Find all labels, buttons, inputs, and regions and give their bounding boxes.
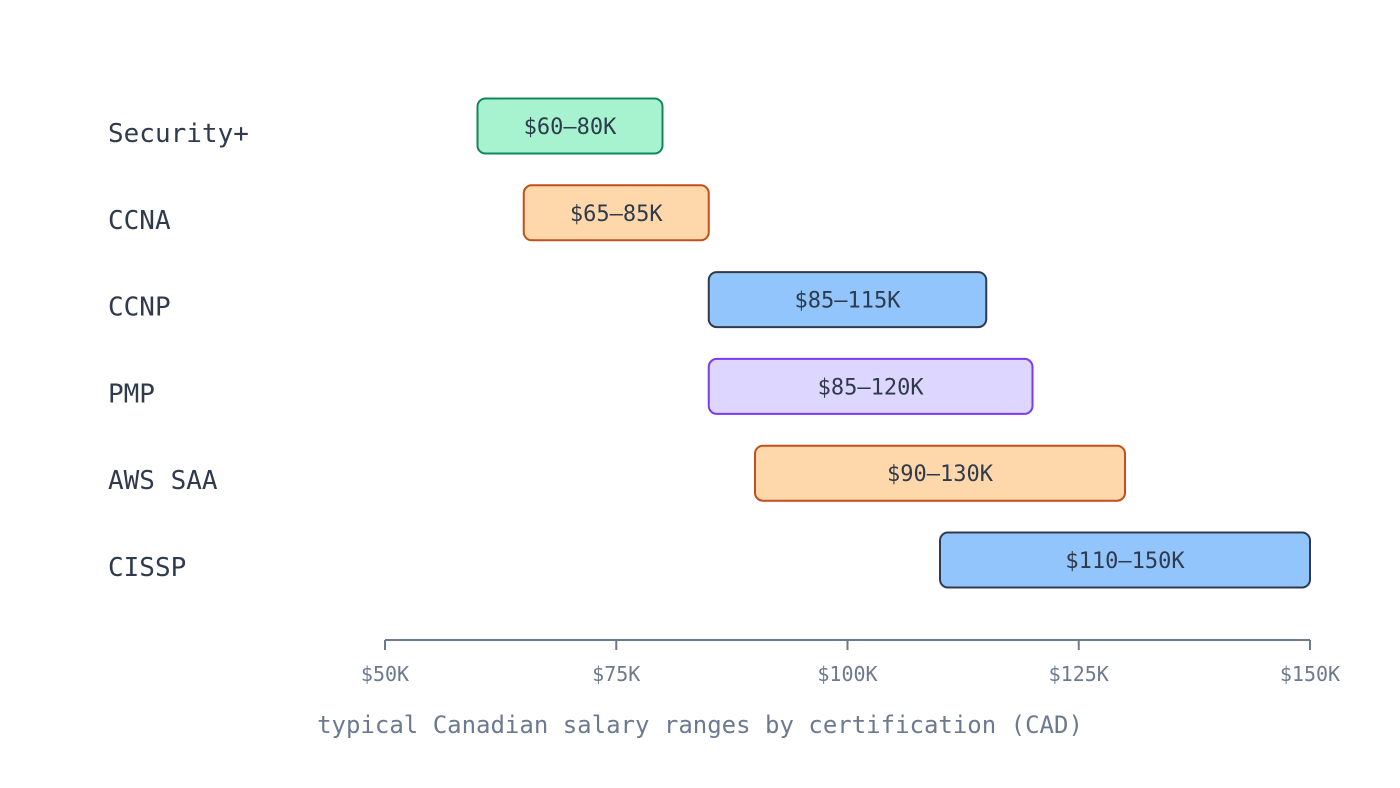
range-bar-pmp: [707, 357, 1034, 415]
x-tick-label: $75K: [592, 662, 640, 686]
range-bar-label-ccnp: $85–115K: [795, 289, 902, 314]
category-label-ccna: CCNA: [108, 206, 171, 236]
x-axis-title: typical Canadian salary ranges by certif…: [317, 711, 1083, 739]
x-axis: $50K $75K $100K $125K $150K: [361, 639, 1340, 686]
category-label-ccnp: CCNP: [108, 293, 171, 323]
range-bar-cissp: [939, 531, 1311, 589]
x-tick-label: $50K: [361, 662, 409, 686]
category-labels: Security+ CCNA CCNP PMP AWS SAA CISSP: [108, 119, 249, 583]
category-label-security: Security+: [108, 119, 249, 149]
range-bar-ccna: [522, 184, 710, 242]
x-axis-ticks: $50K $75K $100K $125K $150K: [361, 640, 1340, 686]
range-bar-label-pmp: $85–120K: [818, 375, 925, 400]
category-label-aws-saa: AWS SAA: [108, 466, 218, 496]
range-bar-label-ccna: $65–85K: [570, 202, 663, 227]
category-label-pmp: PMP: [108, 379, 155, 409]
category-label-cissp: CISSP: [108, 553, 186, 583]
range-bar-ccnp: [707, 271, 988, 329]
x-tick-label: $150K: [1280, 662, 1340, 686]
range-bars: $60–80K $65–85K $85–115K $85–120K $90–130K $1…: [476, 97, 1311, 589]
range-bar-label-aws-saa: $90–130K: [887, 462, 994, 487]
range-bar-label-security: $60–80K: [524, 115, 617, 140]
x-tick-label: $125K: [1049, 662, 1109, 686]
range-bar-label-cissp: $110–150K: [1065, 549, 1185, 574]
x-tick-label: $100K: [817, 662, 877, 686]
range-bar-aws-saa: [754, 444, 1126, 502]
range-bar-security: [476, 97, 664, 155]
